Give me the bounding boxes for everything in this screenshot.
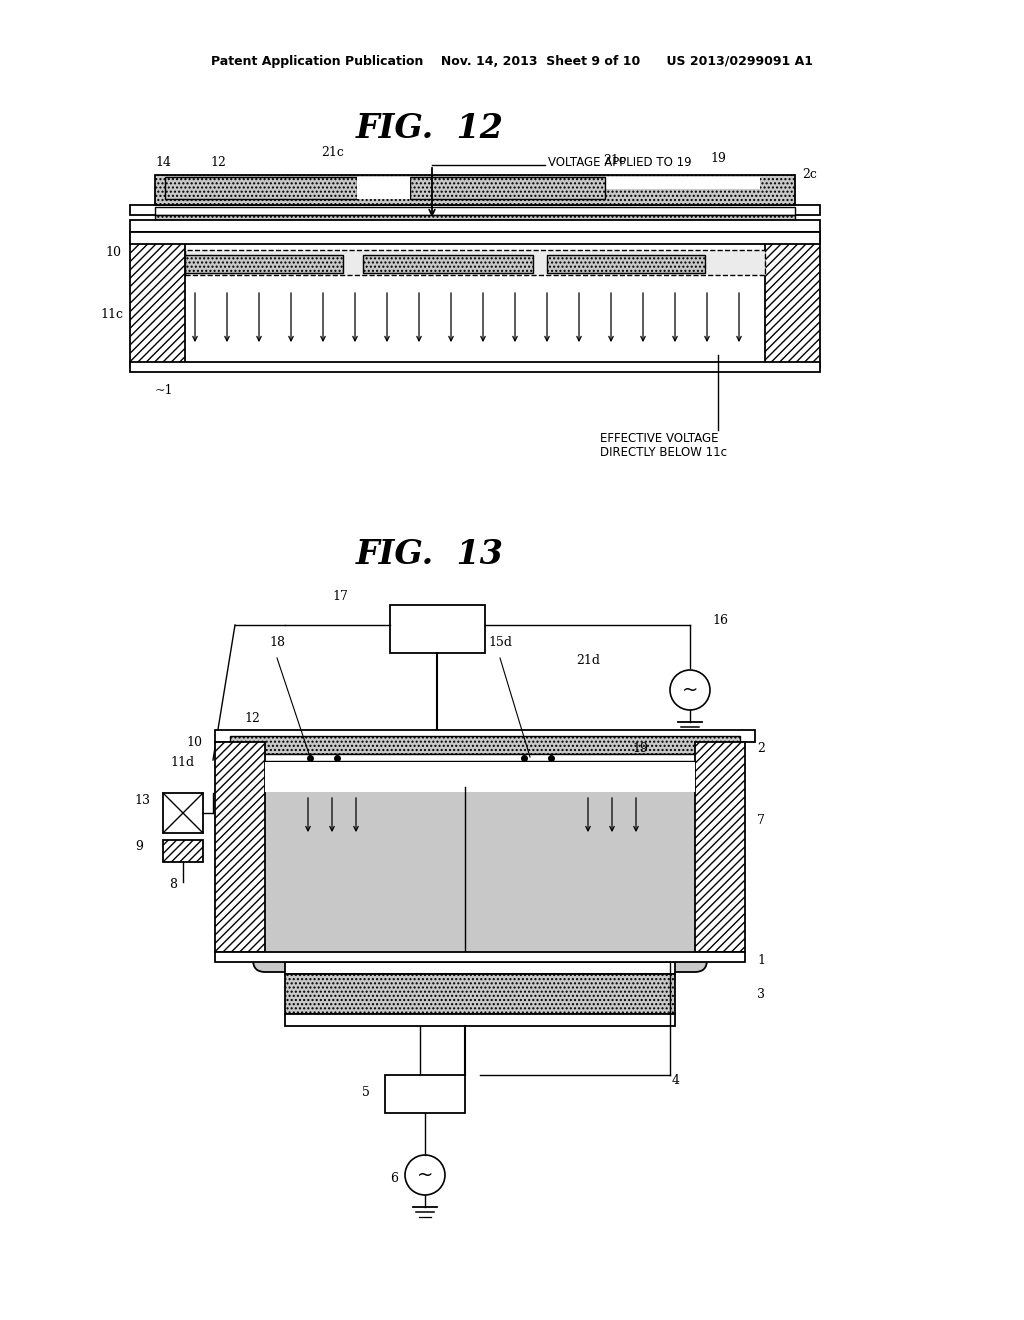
Bar (215, 742, 265, 952)
Bar (547, 255, 705, 273)
Text: 7: 7 (757, 813, 765, 826)
Bar (155, 207, 795, 215)
Bar (410, 177, 605, 199)
Text: 2c: 2c (803, 169, 817, 181)
Text: ~: ~ (417, 1166, 433, 1184)
Text: DIRECTLY BELOW 11c: DIRECTLY BELOW 11c (600, 446, 727, 458)
Bar (230, 754, 740, 762)
Text: 12: 12 (210, 156, 226, 169)
Text: 6: 6 (390, 1172, 398, 1184)
Text: ~1: ~1 (155, 384, 173, 396)
Text: 3: 3 (757, 989, 765, 1002)
Bar (165, 177, 357, 199)
Text: 21d: 21d (575, 653, 600, 667)
Text: 13: 13 (134, 793, 150, 807)
Text: 2: 2 (757, 742, 765, 755)
Bar (215, 952, 745, 962)
Text: 19: 19 (710, 152, 726, 165)
Text: 17: 17 (332, 590, 348, 602)
Text: ~: ~ (682, 681, 698, 700)
Bar (163, 840, 203, 862)
Bar (285, 974, 675, 1014)
Bar (155, 215, 795, 220)
Bar (362, 255, 534, 273)
Bar (185, 255, 343, 273)
Bar (130, 362, 820, 372)
Text: 10: 10 (186, 735, 202, 748)
Bar (265, 766, 700, 787)
Text: 18: 18 (269, 636, 285, 649)
Text: VOLTAGE APPLIED TO 19: VOLTAGE APPLIED TO 19 (548, 157, 691, 169)
Bar (390, 605, 485, 653)
Text: FIG.  13: FIG. 13 (356, 539, 504, 572)
Bar (163, 793, 203, 833)
Bar (175, 177, 455, 189)
Bar (285, 1014, 675, 1026)
Bar (265, 762, 695, 792)
Bar (765, 232, 820, 367)
Bar (285, 962, 675, 974)
Text: EFFECTIVE VOLTAGE: EFFECTIVE VOLTAGE (600, 432, 719, 445)
Text: 19: 19 (632, 742, 648, 755)
Text: 14: 14 (155, 156, 171, 169)
Text: Patent Application Publication    Nov. 14, 2013  Sheet 9 of 10      US 2013/0299: Patent Application Publication Nov. 14, … (211, 55, 813, 69)
Text: 12: 12 (244, 711, 260, 725)
Bar (357, 177, 410, 199)
Bar (385, 1074, 465, 1113)
Text: 8: 8 (169, 879, 177, 891)
Bar (265, 792, 695, 795)
Bar (130, 232, 185, 367)
Bar (695, 742, 745, 952)
Text: 15d: 15d (488, 636, 512, 649)
Text: 5: 5 (362, 1085, 370, 1098)
Bar (130, 205, 820, 215)
Bar (130, 220, 820, 232)
Text: 10: 10 (105, 246, 121, 259)
Text: 1: 1 (757, 953, 765, 966)
Text: 11c: 11c (100, 309, 124, 322)
Bar (377, 177, 389, 199)
Text: 16: 16 (712, 614, 728, 627)
Text: 11d: 11d (171, 755, 195, 768)
Text: 4: 4 (672, 1073, 680, 1086)
Bar (215, 730, 755, 742)
Bar (155, 176, 795, 205)
Bar (490, 177, 760, 189)
Bar (130, 232, 820, 244)
Text: 21c: 21c (603, 153, 627, 166)
Bar (230, 737, 740, 754)
Text: FIG.  12: FIG. 12 (356, 111, 504, 144)
FancyBboxPatch shape (253, 776, 707, 972)
Bar (185, 249, 765, 275)
Text: 9: 9 (135, 841, 143, 854)
Text: 21c: 21c (322, 147, 344, 160)
